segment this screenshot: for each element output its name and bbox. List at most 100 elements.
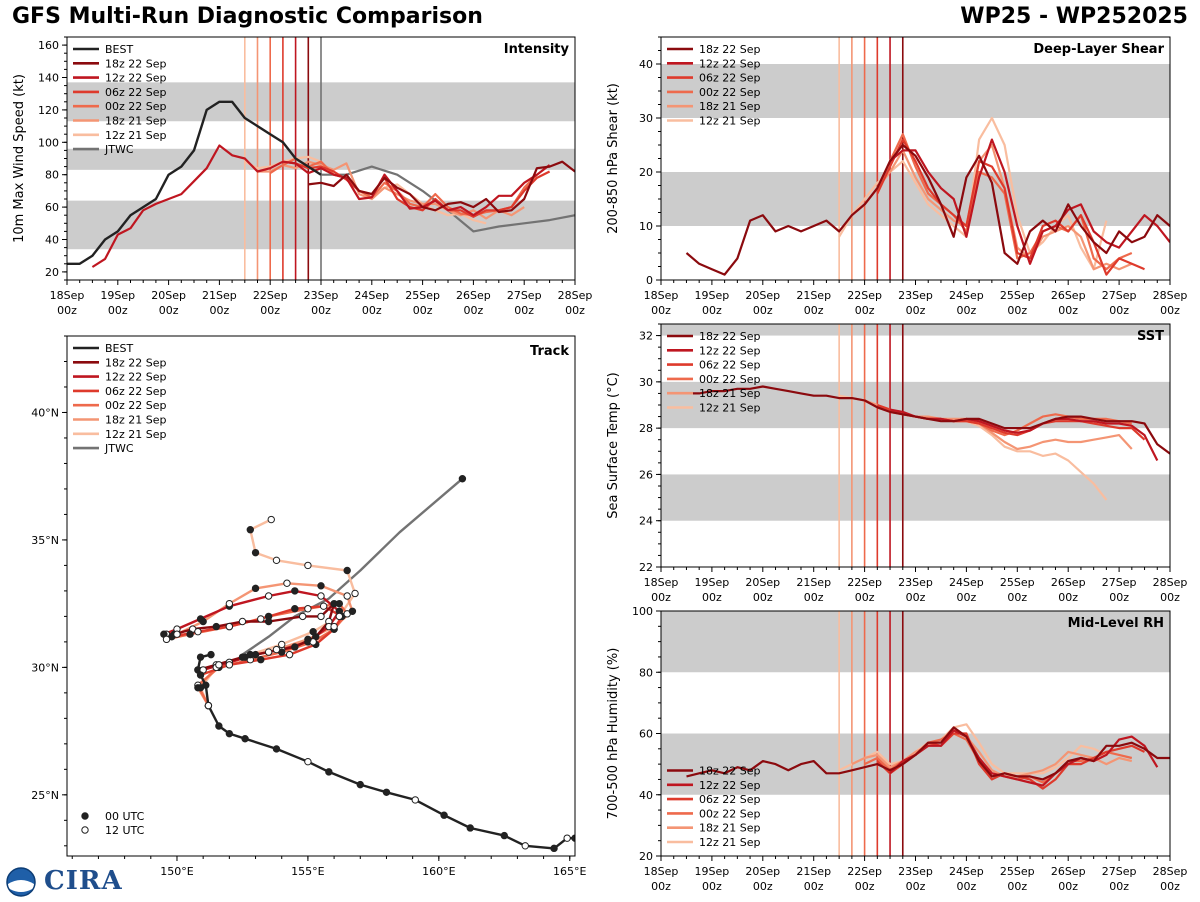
axes-frame: [66, 335, 576, 857]
track-line: [241, 477, 464, 656]
x-tick-label: 23Sep: [304, 289, 339, 302]
legend-label: 12z 21 Sep: [699, 115, 761, 128]
y-tick-label: 32: [639, 330, 653, 343]
series-line: [876, 138, 1145, 276]
y-tick-label: 30°N: [31, 661, 59, 674]
marker-legend-label: 00 UTC: [105, 810, 145, 823]
x-tick-label: 00z: [362, 304, 382, 317]
x-tick-label: 00z: [1058, 304, 1078, 317]
x-tick-label: 00z: [753, 304, 773, 317]
series-line: [686, 385, 1170, 455]
x-tick-label: 25Sep: [1000, 289, 1035, 302]
track-series-group: [160, 475, 575, 853]
track-point: [440, 811, 448, 819]
track-point: [272, 556, 281, 565]
x-tick-label: 28Sep: [1153, 576, 1188, 589]
track-point: [272, 645, 281, 654]
y-tick-label: 160: [38, 39, 59, 52]
series-line: [686, 726, 1170, 781]
x-tick-label: 00z: [651, 591, 671, 604]
y-tick-label: 28: [639, 422, 653, 435]
x-tick-label: 25Sep: [1000, 576, 1035, 589]
y-axis-label: 700-500 hPa Humidity (%): [606, 648, 621, 820]
legend-label: 06z 22 Sep: [699, 359, 761, 372]
track-point: [317, 612, 325, 621]
x-tick-label: 00z: [1109, 304, 1129, 317]
x-tick-label: 00z: [210, 304, 230, 317]
threshold-band: [661, 324, 1170, 336]
x-tick-label: 00z: [1007, 304, 1027, 317]
noaa-emblem-icon: [6, 867, 36, 897]
legend-label: 06z 22 Sep: [699, 793, 761, 806]
y-tick-label: 30: [639, 376, 653, 389]
legend-label: 00z 22 Sep: [699, 373, 761, 386]
series-group: [686, 723, 1170, 790]
x-tick-label: 19Sep: [695, 865, 730, 878]
y-tick-label: 40°N: [31, 406, 59, 419]
x-tick-label: 00z: [651, 880, 671, 893]
cira-logo: CIRA: [4, 866, 122, 898]
x-tick-label: 00z: [1160, 591, 1180, 604]
x-tick-label: 00z: [957, 304, 977, 317]
track-point: [186, 630, 194, 638]
x-tick-label: 20Sep: [745, 576, 780, 589]
track-point: [194, 627, 202, 636]
track-point: [304, 605, 312, 613]
x-tick-label: 24Sep: [949, 865, 984, 878]
x-tick-label: 00z: [413, 304, 433, 317]
x-tick-label: 27Sep: [507, 289, 542, 302]
x-tick-label: 24Sep: [354, 289, 389, 302]
figure-title: GFS Multi-Run Diagnostic Comparison: [12, 4, 483, 29]
x-tick-label: 22Sep: [847, 289, 882, 302]
x-tick-label: 00z: [108, 304, 128, 317]
y-tick-label: 80: [45, 169, 59, 182]
x-tick-label: 22Sep: [253, 289, 288, 302]
track-point: [298, 612, 307, 621]
track-point: [317, 592, 325, 600]
track-point: [291, 587, 299, 595]
series-group: [67, 100, 575, 268]
y-tick-label: 35°N: [31, 534, 59, 547]
legend-label: 00z 22 Sep: [699, 807, 761, 820]
track-point: [304, 635, 312, 644]
x-tick-label: 21Sep: [202, 289, 237, 302]
x-tick-label: 00z: [906, 591, 926, 604]
y-tick-label: 0: [646, 274, 653, 287]
track-point: [225, 599, 234, 608]
legend-label: 18z 21 Sep: [105, 115, 167, 128]
x-tick-label: 24Sep: [949, 289, 984, 302]
panel-title: Deep-Layer Shear: [1033, 42, 1164, 57]
x-tick-label: 00z: [906, 880, 926, 893]
x-tick-label: 00z: [906, 304, 926, 317]
legend-label: 00z 22 Sep: [699, 86, 761, 99]
track-point: [251, 548, 260, 557]
x-tick-label: 19Sep: [695, 576, 730, 589]
x-tick-label: 18Sep: [50, 289, 85, 302]
x-tick-label: 25Sep: [405, 289, 440, 302]
x-tick-label: 00z: [651, 304, 671, 317]
track-point: [212, 622, 220, 631]
x-tick-label: 19Sep: [695, 289, 730, 302]
track-point: [348, 607, 357, 615]
x-tick-label: 00z: [1160, 304, 1180, 317]
threshold-band: [661, 474, 1170, 521]
track-point: [264, 612, 273, 621]
legend-label: 12z 22 Sep: [699, 344, 761, 357]
track-point: [382, 788, 391, 796]
legend-label: 12z 22 Sep: [699, 57, 761, 70]
legend-label: 12z 22 Sep: [105, 72, 167, 85]
y-axis-label: 10m Max Wind Speed (kt): [12, 74, 27, 243]
track-point: [317, 582, 325, 590]
track-point: [173, 630, 181, 638]
panel-title: SST: [1137, 329, 1164, 344]
legend-label: 18z 22 Sep: [699, 330, 761, 343]
x-tick-label: 00z: [855, 591, 875, 604]
x-tick-label: 22Sep: [847, 576, 882, 589]
panel-title: Track: [530, 344, 569, 359]
track-point: [563, 834, 571, 842]
x-tick-label: 26Sep: [1051, 865, 1086, 878]
x-tick-label: 00z: [753, 591, 773, 604]
x-tick-label: 28Sep: [1153, 289, 1188, 302]
y-tick-label: 120: [38, 104, 59, 117]
